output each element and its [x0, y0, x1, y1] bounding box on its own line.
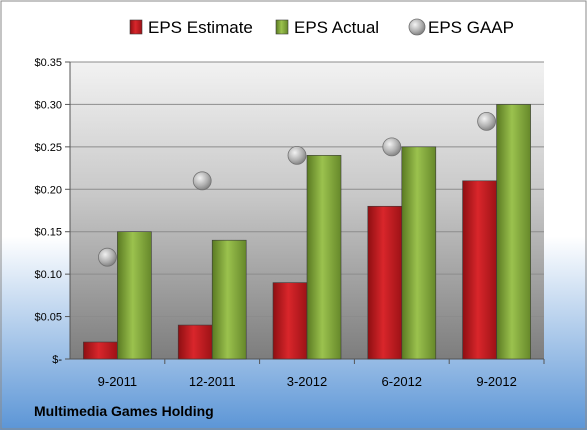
- bars: [83, 104, 531, 360]
- point-eps-gaap: [192, 171, 212, 191]
- y-tick-label: $0.30: [34, 99, 62, 111]
- x-tick-label: 6-2012: [382, 374, 422, 389]
- y-tick-label: $0.20: [34, 184, 62, 196]
- point-eps-gaap: [477, 112, 497, 131]
- x-tick-label: 3-2012: [287, 374, 327, 389]
- legend-swatch-eps-estimate: [129, 19, 143, 35]
- bar-eps-estimate: [462, 180, 497, 360]
- point-eps-gaap: [98, 247, 117, 267]
- y-tick-label: $0.35: [34, 57, 62, 69]
- bar-eps-estimate: [367, 205, 403, 360]
- y-tick-label: $0.15: [34, 227, 62, 239]
- y-axis-ticks: $- $0.05 $0.10 $0.15 $0.20 $0.25 $0.30 $0.35: [34, 57, 62, 366]
- y-tick-label: $0.10: [34, 269, 62, 281]
- bar-eps-estimate: [83, 341, 118, 360]
- x-axis-ticks: 9-2011 12-2011 3-2012 6-2012 9-2012: [98, 359, 545, 389]
- bar-eps-estimate: [272, 282, 308, 360]
- legend: EPS Estimate EPS Actual EPS GAAP: [129, 18, 514, 37]
- bar-eps-estimate: [177, 324, 213, 360]
- x-tick-label: 9-2011: [98, 374, 138, 389]
- legend-swatch-eps-actual: [275, 19, 289, 35]
- y-tick-label: $-: [52, 354, 62, 366]
- legend-label: EPS Actual: [294, 18, 379, 37]
- y-tick-label: $0.05: [34, 312, 62, 324]
- point-eps-gaap: [287, 145, 307, 165]
- bar-eps-actual: [306, 155, 342, 360]
- bar-eps-actual: [496, 104, 531, 360]
- legend-label: EPS GAAP: [428, 18, 514, 37]
- legend-swatch-eps-gaap: [408, 18, 426, 36]
- y-tick-label: $0.25: [34, 142, 62, 154]
- x-tick-label: 9-2012: [476, 374, 516, 389]
- legend-label: EPS Estimate: [148, 18, 253, 37]
- bar-eps-actual: [401, 146, 437, 360]
- point-eps-gaap: [382, 137, 402, 157]
- gaap-points: [98, 112, 497, 267]
- bar-eps-actual: [117, 231, 152, 360]
- x-tick-label: 12-2011: [189, 374, 236, 389]
- bar-eps-actual: [211, 239, 247, 360]
- footer-company-name: Multimedia Games Holding: [34, 403, 214, 419]
